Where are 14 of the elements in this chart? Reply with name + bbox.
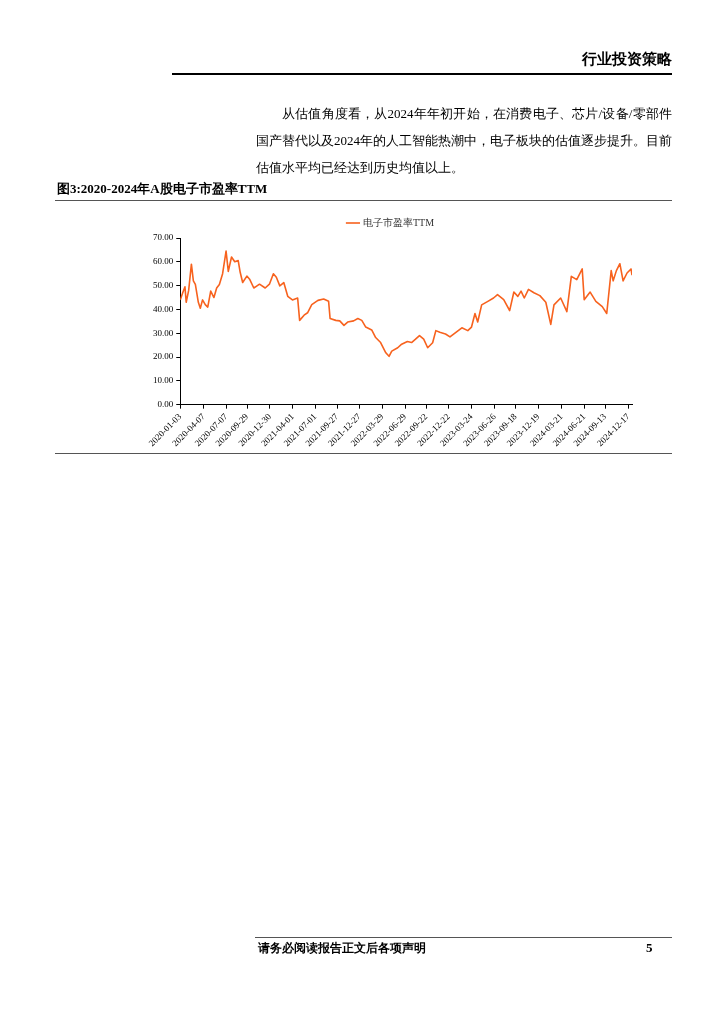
y-tick-label: 20.00 [153,351,174,362]
y-tick-label: 0.00 [157,399,174,410]
y-tick-label: 40.00 [153,303,174,314]
legend-label: 电子市盈率TTM [362,216,435,228]
y-tick-label: 70.00 [153,232,174,243]
y-tick-label: 10.00 [153,375,174,386]
y-tick-label: 30.00 [153,327,174,338]
y-tick-label: 60.00 [153,256,174,267]
text: 行业投资策略 [582,50,672,69]
text: 5 [646,940,653,956]
text: 从估值角度看，从2024年年初开始，在消费电子、芯片/设备/零部件国产替代以及2024年的人工智能热潮中，电子板块的估值逐步提升。目前估值水平均已经达到历史均值以上。 [256,105,672,177]
y-tick-label: 50.00 [153,279,174,290]
chart-title: 图3:2020-2024年A股电子市盈率TTM [57,180,268,198]
text: 请务必阅读报告正文后各项声明 [258,940,426,957]
